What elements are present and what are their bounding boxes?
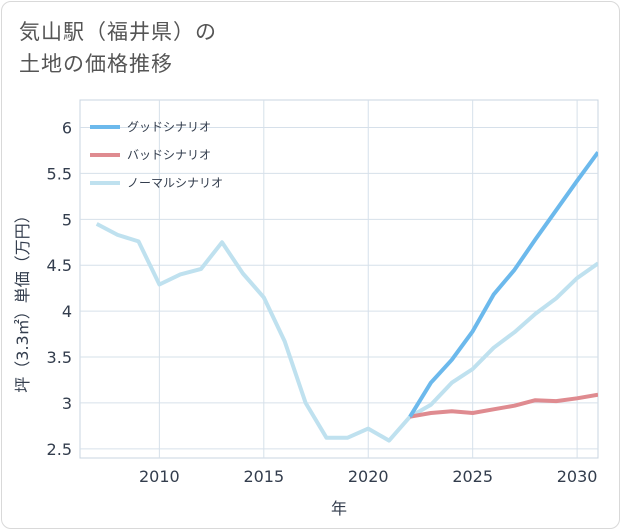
y-axis-ticks: 2.5 3 3.5 4 4.5 5 5.5 6 xyxy=(47,119,72,459)
y-axis-title: 坪（3.3㎡）単価（万円） xyxy=(13,207,32,392)
y-tick-label: 5.5 xyxy=(47,164,72,183)
chart-title-line2: 土地の価格推移 xyxy=(19,52,173,76)
chart-title-line1: 気山駅（福井県）の xyxy=(19,20,217,44)
series-line-0 xyxy=(408,151,598,418)
series-line-1 xyxy=(409,392,598,419)
series-lines xyxy=(95,151,598,443)
x-axis-ticks: 2010 2015 2020 2025 2030 xyxy=(139,467,597,486)
series-line-2 xyxy=(95,222,598,443)
x-tick-label: 2030 xyxy=(557,467,598,486)
legend-item[interactable]: バッドシナリオ xyxy=(90,148,211,162)
x-tick-label: 2015 xyxy=(243,467,284,486)
y-tick-label: 6 xyxy=(62,119,72,138)
y-tick-label: 3.5 xyxy=(47,348,72,367)
legend-item[interactable]: グッドシナリオ xyxy=(90,120,211,134)
x-tick-label: 2010 xyxy=(139,467,180,486)
legend-label: ノーマルシナリオ xyxy=(127,176,223,190)
legend-label: バッドシナリオ xyxy=(127,148,211,162)
y-tick-label: 5 xyxy=(62,210,72,229)
y-tick-label: 4.5 xyxy=(47,256,72,275)
grid-lines xyxy=(80,100,598,458)
x-tick-label: 2025 xyxy=(452,467,493,486)
y-tick-label: 4 xyxy=(62,302,72,321)
y-tick-label: 3 xyxy=(62,394,72,413)
x-tick-label: 2020 xyxy=(348,467,389,486)
legend-label: グッドシナリオ xyxy=(127,120,211,134)
legend-item[interactable]: ノーマルシナリオ xyxy=(90,176,223,190)
x-axis-title: 年 xyxy=(331,499,347,518)
y-tick-label: 2.5 xyxy=(47,440,72,459)
chart-title: 気山駅（福井県）の 土地の価格推移 xyxy=(19,16,217,80)
